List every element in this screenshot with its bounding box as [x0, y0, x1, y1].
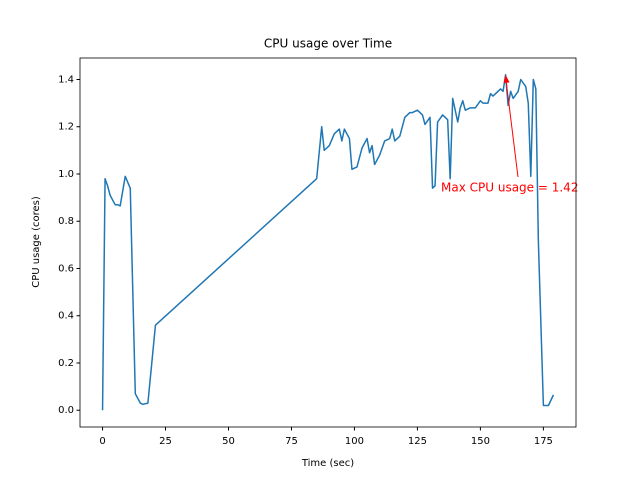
plot-frame — [79, 57, 577, 428]
y-tick-label: 0.6 — [58, 263, 74, 274]
x-tick-label: 0 — [99, 436, 105, 447]
annotation-arrow — [505, 76, 519, 178]
x-tick-label: 150 — [471, 436, 490, 447]
annotation: Max CPU usage = 1.42 — [441, 181, 578, 195]
y-tick-label: 1.2 — [58, 122, 74, 133]
y-tick-label: 1.4 — [58, 74, 74, 85]
y-tick-label: 0.0 — [58, 405, 74, 416]
line-series — [101, 74, 555, 411]
y-axis-label: CPU usage (cores) — [31, 196, 42, 288]
y-tick-label: 0.4 — [58, 311, 74, 322]
x-tick-label: 175 — [534, 436, 553, 447]
x-tick-label: 25 — [159, 436, 172, 447]
x-axis-label: Time (sec) — [301, 458, 354, 469]
x-tick-label: 100 — [345, 436, 364, 447]
y-tick-label: 0.8 — [58, 216, 74, 227]
y-tick-label: 1.0 — [58, 169, 74, 180]
x-tick-label: 50 — [222, 436, 235, 447]
chart-title: CPU usage over Time — [264, 37, 392, 51]
x-tick-label: 75 — [285, 436, 298, 447]
x-tick-label: 125 — [408, 436, 427, 447]
annotation-arrowhead — [503, 74, 510, 84]
y-tick-label: 0.2 — [58, 358, 74, 369]
